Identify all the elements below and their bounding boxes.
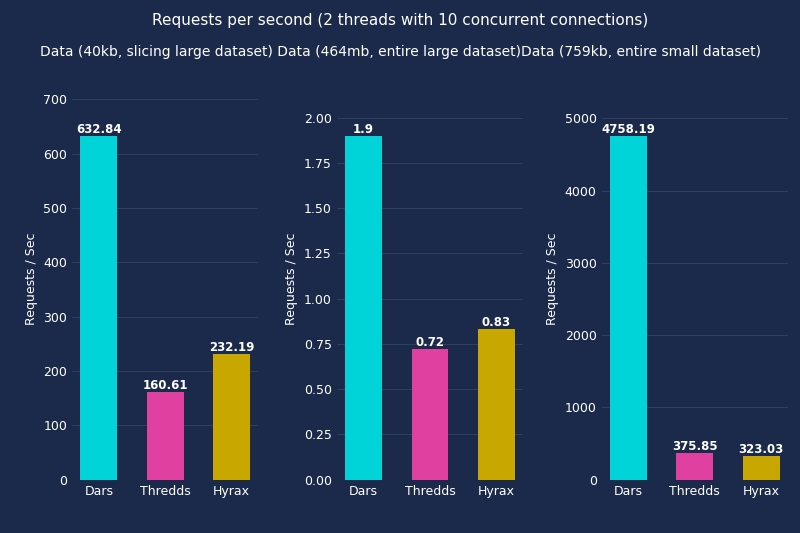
Text: 1.9: 1.9 [353, 123, 374, 136]
Bar [346, 136, 382, 480]
Text: 323.03: 323.03 [738, 443, 784, 456]
Bar [610, 136, 646, 480]
Bar [677, 453, 713, 480]
Y-axis label: Requests / Sec: Requests / Sec [546, 232, 559, 325]
Text: 0.83: 0.83 [482, 317, 511, 329]
Text: Data (40kb, slicing large dataset) Data (464mb, entire large dataset)Data (759kb: Data (40kb, slicing large dataset) Data … [39, 45, 761, 59]
Bar [214, 353, 250, 480]
Text: Requests per second (2 threads with 10 concurrent connections): Requests per second (2 threads with 10 c… [152, 13, 648, 28]
Text: 160.61: 160.61 [142, 379, 188, 392]
Bar [743, 456, 779, 480]
Text: 232.19: 232.19 [209, 341, 254, 353]
Bar [147, 392, 183, 480]
Text: 0.72: 0.72 [415, 336, 445, 349]
Y-axis label: Requests / Sec: Requests / Sec [286, 232, 298, 325]
Bar [478, 329, 514, 480]
Text: 4758.19: 4758.19 [602, 123, 655, 136]
Text: 375.85: 375.85 [672, 440, 718, 453]
Bar [81, 136, 117, 480]
Text: 632.84: 632.84 [76, 123, 122, 136]
Y-axis label: Requests / Sec: Requests / Sec [25, 232, 38, 325]
Bar [412, 349, 448, 480]
